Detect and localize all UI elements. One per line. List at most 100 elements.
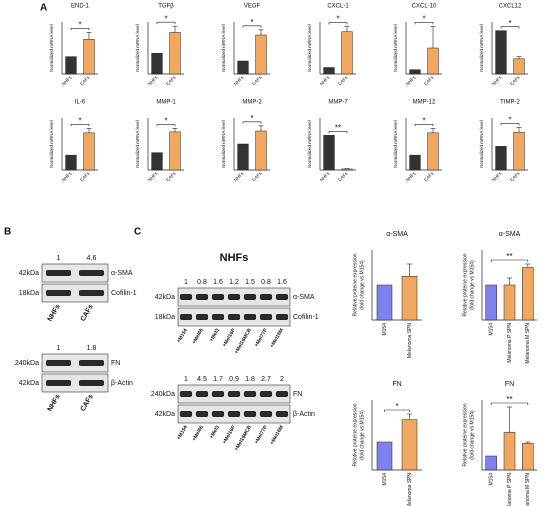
protein-label: Cofilin-1: [293, 314, 319, 321]
category-label: CAFs: [423, 74, 435, 86]
blot-strip: [41, 373, 109, 393]
lane-label: +Mel16M: [269, 328, 285, 349]
bar: [323, 135, 335, 171]
significance-label: *: [422, 14, 425, 23]
bar: [503, 284, 516, 321]
significance-label: *: [336, 15, 339, 24]
lane-ratio: 1: [184, 279, 188, 286]
protein-label: FN: [111, 360, 120, 367]
lane-ratio: 4.6: [87, 255, 97, 262]
blot-band: [275, 411, 289, 417]
bar: [237, 60, 249, 75]
category-label: Melanoma P SPN: [507, 323, 513, 363]
bar: [255, 34, 267, 75]
bar: [323, 67, 335, 75]
chart-title: TIMP-2: [500, 100, 520, 106]
lane-ratio: 1.8: [245, 376, 255, 383]
marker-label: 42kDa: [155, 411, 175, 418]
marker-label: 240kDa: [151, 391, 175, 398]
protein-label: α-SMA: [293, 294, 315, 301]
lane-ratio: 1.6: [277, 279, 287, 286]
lane-label: NHFs: [47, 393, 62, 412]
y-axis-label: (fold change vs M154): [359, 260, 365, 310]
blot-band: [45, 270, 72, 276]
category-label: NHFs: [405, 170, 417, 182]
blot-band: [243, 391, 257, 397]
blot-band: [78, 360, 105, 366]
panel-label: A: [40, 3, 47, 14]
significance-bracket: [156, 124, 176, 127]
chart-title: CXCL-1: [327, 4, 349, 10]
blot-band: [195, 314, 209, 320]
protein-label: FN: [293, 391, 302, 398]
y-axis-label: Normalized mRNA level: [135, 24, 140, 72]
lane-ratio: 1: [57, 255, 61, 262]
bar: [522, 267, 534, 321]
lane-ratio: 1: [184, 376, 188, 383]
bar: [65, 56, 77, 75]
category-label: Melanoma P SPN: [507, 473, 513, 506]
chart-title: MMP-12: [413, 100, 436, 106]
blot-band: [211, 294, 225, 300]
blot-band: [259, 294, 273, 300]
category-label: NHFs: [491, 170, 503, 182]
bar: [513, 58, 525, 75]
y-axis-label: Normalized mRNA level: [135, 120, 140, 168]
category-label: CAFs: [79, 74, 91, 86]
lane-label: +Mel77P: [254, 327, 270, 348]
protein-label: β-Actin: [293, 411, 315, 418]
marker-label: 18kDa: [19, 290, 39, 297]
chart-title: MMP-2: [242, 100, 262, 106]
bar: [401, 419, 418, 471]
category-label: CAFs: [337, 170, 349, 182]
category-label: M154: [488, 473, 494, 486]
blot-band: [78, 290, 105, 296]
bar: [495, 30, 507, 75]
category-label: NHFs: [147, 74, 159, 86]
category-label: CAFs: [337, 74, 349, 86]
marker-label: 240kDa: [15, 360, 39, 367]
category-label: NHFs: [405, 74, 417, 86]
lane-label: +M154: [176, 424, 189, 441]
category-label: CAFs: [165, 74, 177, 86]
blot-band: [227, 391, 241, 397]
blot-band: [227, 411, 241, 417]
category-label: CAFs: [423, 170, 435, 182]
y-axis-label: Normalized mRNA level: [393, 24, 398, 72]
bar: [237, 143, 249, 171]
bar: [376, 441, 393, 471]
significance-label: *: [250, 18, 253, 27]
bar: [427, 47, 439, 75]
blot-band: [259, 411, 273, 417]
blot-band: [78, 380, 105, 386]
blot-strip: [41, 283, 109, 303]
significance-label: *: [164, 117, 167, 126]
blot-band: [45, 290, 72, 296]
protein-label: β-Actin: [111, 380, 133, 387]
bar: [151, 152, 163, 171]
y-axis-label: Relative proteine expression: [352, 403, 358, 466]
lane-label: +Mel3: [209, 327, 221, 342]
lane-ratio: 1.8: [87, 345, 97, 352]
chart-title: FN: [392, 381, 401, 388]
chart-title: MMP-7: [328, 100, 348, 106]
y-axis-label: (fold change vs M154): [359, 410, 365, 460]
lane-ratio: 0.8: [197, 279, 207, 286]
blot-band: [179, 314, 193, 320]
lane-label: +Mel16MCB: [234, 424, 253, 452]
lane-ratio: 2: [280, 376, 284, 383]
bar: [485, 455, 497, 471]
lane-ratio: 1: [57, 345, 61, 352]
y-axis-label: Normalized mRNA level: [307, 24, 312, 72]
blot-strip: [41, 353, 109, 373]
significance-bracket: [242, 25, 262, 28]
category-label: NHFs: [319, 170, 331, 182]
bar: [485, 284, 497, 321]
lane-ratio: 1.6: [213, 279, 223, 286]
blot-band: [243, 294, 257, 300]
bar: [495, 146, 507, 171]
y-axis-label: Relative proteine expression: [462, 403, 468, 466]
blot-band: [227, 314, 241, 320]
lane-label: +Mel77P: [254, 424, 270, 445]
category-label: Melanoma M SPN: [525, 473, 531, 506]
